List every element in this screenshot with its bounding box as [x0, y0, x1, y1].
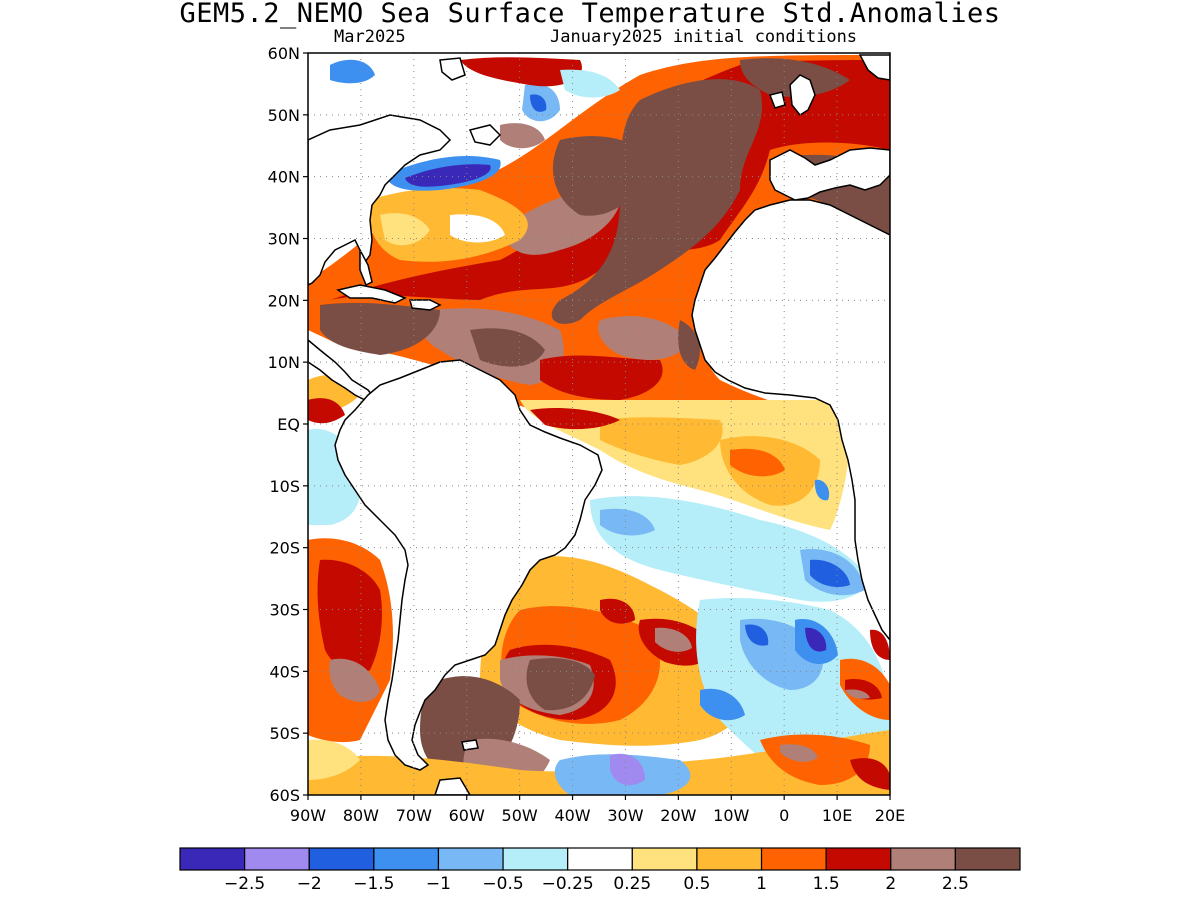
colorbar-label: 0.5 [683, 874, 710, 894]
lat-tick-label: 20S [269, 539, 300, 558]
colorbar-swatch [696, 847, 763, 871]
colorbar-label: −2 [297, 874, 322, 894]
lat-tick-label: 20N [268, 291, 300, 310]
colorbar-label: 2.5 [942, 874, 969, 894]
colorbar-label: 1.5 [813, 874, 840, 894]
lat-tick-label: 40S [269, 662, 300, 681]
colorbar-label: 1 [756, 874, 767, 894]
lat-tick-label: 60N [268, 44, 300, 63]
lat-tick-label: 60S [269, 786, 300, 805]
lon-tick-label: 20E [875, 806, 905, 825]
colorbar-swatch [567, 847, 633, 871]
colorbar-swatch [179, 847, 246, 871]
colorbar-swatch [825, 847, 892, 871]
colorbar-swatch [502, 847, 569, 871]
lat-tick-label: 10N [268, 353, 300, 372]
colorbar-swatch [631, 847, 698, 871]
africa [691, 199, 890, 642]
colorbar-label: −1.5 [353, 874, 394, 894]
longitude-labels: 90W 80W 70W 60W 50W 40W 30W 20W 10W 0 10E 20E [290, 806, 905, 825]
lon-tick-label: 0 [779, 806, 789, 825]
lon-tick-label: 10W [713, 806, 749, 825]
british-isles [789, 74, 816, 116]
colorbar-label: −0.5 [482, 874, 523, 894]
lat-tick-label: 50S [269, 724, 300, 743]
lon-tick-label: 90W [290, 806, 326, 825]
lon-tick-label: 10E [822, 806, 852, 825]
lat-tick-label: 50N [268, 106, 300, 125]
colorbar-label: −0.25 [542, 874, 594, 894]
chart-title: GEM5.2_NEMO Sea Surface Temperature Std.… [179, 0, 1001, 29]
cuba [336, 284, 407, 304]
lon-tick-label: 30W [607, 806, 643, 825]
colorbar-swatch [954, 847, 1021, 871]
lon-tick-label: 70W [396, 806, 432, 825]
land-masses [308, 54, 890, 795]
north-america [308, 114, 452, 286]
colorbar-swatch [244, 847, 310, 871]
colorbar-swatch [308, 847, 375, 871]
colorbar-swatch [890, 847, 956, 871]
colorbar-label: 0.25 [613, 874, 651, 894]
initial-conditions: January2025 initial conditions [550, 27, 858, 47]
lon-tick-label: 20W [660, 806, 696, 825]
forecast-month: Mar2025 [334, 27, 406, 47]
axis-ticks [303, 52, 891, 800]
europe [769, 147, 890, 201]
colorbar-swatch [373, 847, 440, 871]
colorbar-label: 2 [885, 874, 896, 894]
lat-tick-label: 30N [268, 230, 300, 249]
lon-tick-label: 50W [502, 806, 538, 825]
latitude-labels: 60N 50N 40N 30N 20N 10N EQ 10S 20S 30S 40S 50S 60S [268, 44, 300, 805]
colorbar-swatch [760, 847, 827, 871]
lon-tick-label: 60W [449, 806, 485, 825]
south-america [334, 359, 603, 771]
colorbar-labels: −2.5 −2 −1.5 −1 −0.5 −0.25 0.25 0.5 1 1.5 2 2.5 [224, 874, 969, 894]
lat-tick-label: EQ [277, 415, 300, 434]
colorbar-label: −2.5 [224, 874, 265, 894]
colorbar-label: −1 [426, 874, 451, 894]
colorbar-swatch [437, 847, 504, 871]
lat-tick-label: 30S [269, 601, 300, 620]
lat-tick-label: 10S [269, 477, 300, 496]
lat-tick-label: 40N [268, 168, 300, 187]
colorbar [179, 847, 1021, 871]
lon-tick-label: 80W [343, 806, 379, 825]
lon-tick-label: 40W [554, 806, 590, 825]
map-grid [308, 53, 890, 795]
